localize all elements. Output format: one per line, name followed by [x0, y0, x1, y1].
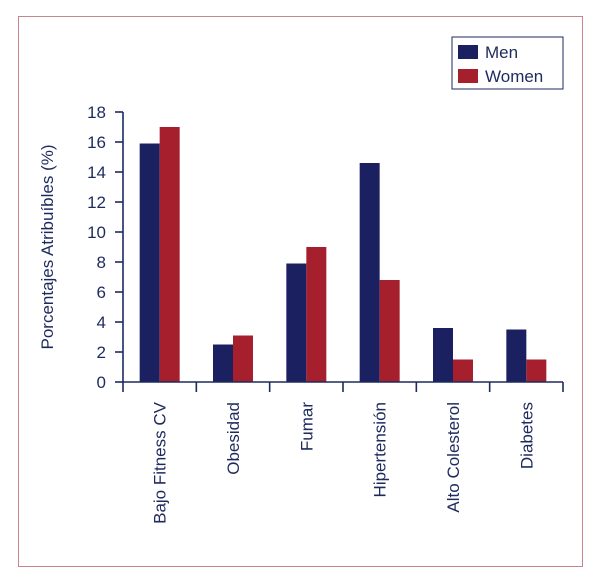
bar-women — [379, 280, 400, 382]
y-axis-label: Porcentajes Atribuíbles (%) — [38, 144, 57, 349]
x-tick-label: Alto Colesterol — [444, 402, 463, 513]
y-tick-label: 6 — [97, 283, 106, 302]
x-tick-label: Obesidad — [224, 402, 243, 475]
y-tick-label: 10 — [87, 223, 106, 242]
bar-women — [453, 359, 473, 382]
bar-men — [286, 263, 307, 382]
y-tick-label: 12 — [87, 193, 106, 212]
bar-men — [506, 329, 527, 382]
y-tick-label: 2 — [97, 343, 106, 362]
y-tick-label: 8 — [97, 253, 106, 272]
y-tick-label: 14 — [87, 163, 106, 182]
y-tick-label: 18 — [87, 103, 106, 122]
legend: Men Women — [451, 36, 564, 90]
bar-men — [213, 344, 233, 382]
bar-men — [359, 163, 380, 382]
x-tick-label: Hipertensión — [371, 402, 390, 497]
bars-group — [139, 127, 547, 382]
legend-swatch-women — [458, 69, 478, 83]
legend-swatch-men — [458, 45, 478, 59]
bar-women — [159, 127, 180, 382]
bar-women — [526, 359, 547, 382]
bar-men — [433, 328, 453, 382]
bar-men — [139, 143, 160, 382]
y-tick-label: 16 — [87, 133, 106, 152]
y-tick-label: 0 — [97, 373, 106, 392]
y-ticks-group: 0 2 4 6 8 10 12 14 16 18 — [87, 103, 123, 392]
legend-label-men: Men — [485, 43, 518, 62]
x-ticks-group: Bajo Fitness CV Obesidad Fumar Hipertensión… — [122, 382, 564, 524]
x-tick-label: Fumar — [297, 402, 316, 451]
bar-women — [306, 247, 327, 382]
y-tick-label: 4 — [97, 313, 106, 332]
x-tick-label: Bajo Fitness CV — [151, 401, 170, 524]
legend-label-women: Women — [485, 67, 543, 86]
x-tick-label: Diabetes — [517, 402, 536, 469]
bar-women — [233, 335, 253, 382]
